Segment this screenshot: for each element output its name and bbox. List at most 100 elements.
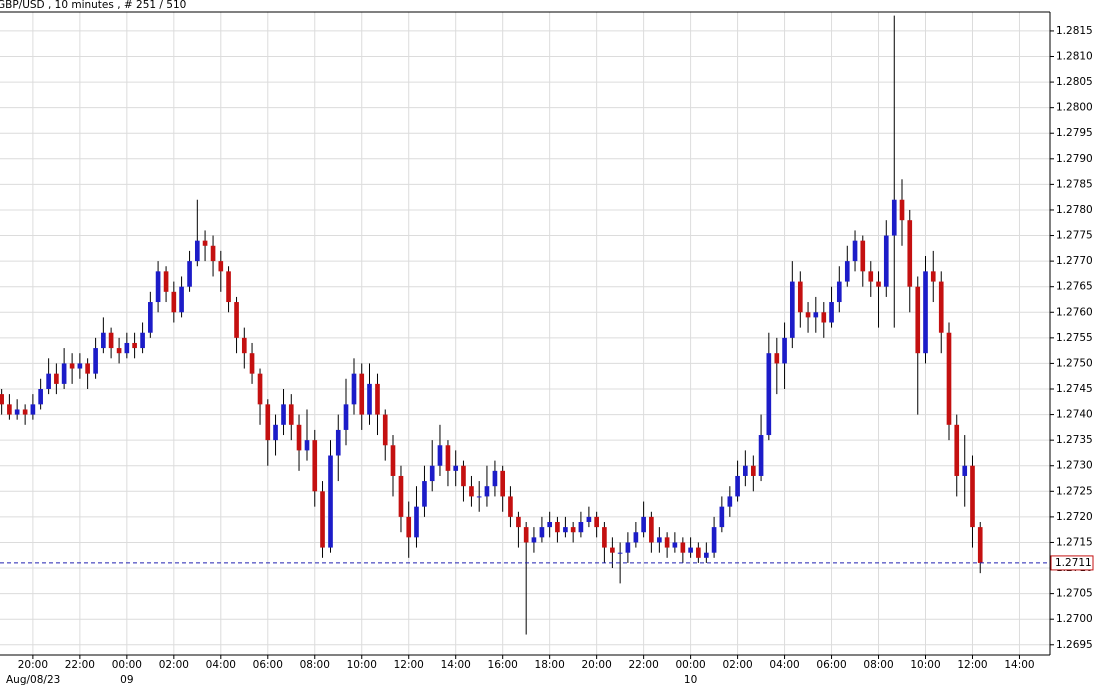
- last-price-box: [1050, 555, 1094, 571]
- x-tick-label: 10:00: [347, 659, 377, 671]
- candle-body: [382, 414, 388, 446]
- candle-body: [14, 409, 20, 415]
- candle-body: [414, 506, 419, 538]
- candle-body: [578, 522, 584, 533]
- candle-body: [500, 470, 506, 497]
- candle-body: [915, 286, 921, 354]
- x-tick-label: 00:00: [112, 659, 142, 671]
- candle-body: [774, 353, 780, 364]
- y-tick-label: 1.2795: [1056, 127, 1093, 139]
- x-tick-label: 04:00: [206, 659, 236, 671]
- candle-body: [54, 373, 59, 384]
- x-tick-label: 20:00: [18, 659, 48, 671]
- candle-body: [335, 429, 341, 456]
- candle-body: [844, 261, 850, 282]
- y-tick-label: 1.2775: [1056, 230, 1093, 242]
- y-tick-label: 1.2780: [1056, 204, 1093, 216]
- candle-body: [437, 445, 443, 466]
- date-label: 09: [120, 674, 133, 686]
- candle-body: [868, 271, 874, 282]
- candle-body: [148, 302, 153, 333]
- candle-body: [970, 465, 975, 528]
- candles: [0, 15, 983, 635]
- candle-body: [531, 537, 537, 543]
- candle-body: [829, 302, 834, 323]
- y-tick-label: 1.2730: [1056, 460, 1093, 472]
- candle-body: [977, 527, 983, 563]
- candle-body: [633, 532, 639, 543]
- candle-body: [77, 363, 83, 369]
- candle-body: [163, 271, 169, 292]
- candle-body: [304, 440, 310, 451]
- candle-body: [273, 424, 278, 441]
- x-tick-label: 04:00: [769, 659, 799, 671]
- y-tick-label: 1.2765: [1056, 281, 1093, 293]
- candle-body: [249, 353, 255, 374]
- candle-body: [171, 291, 177, 313]
- y-tick-label: 1.2705: [1056, 588, 1093, 600]
- candle-body: [320, 491, 325, 548]
- candle-body: [797, 281, 803, 313]
- candle-body: [563, 527, 568, 533]
- candle-body: [688, 547, 693, 553]
- candle-body: [93, 348, 98, 374]
- candle-body: [132, 342, 137, 349]
- candle-body: [539, 527, 545, 538]
- y-tick-label: 1.2745: [1056, 383, 1093, 395]
- candle-body: [680, 542, 686, 553]
- y-tick-label: 1.2740: [1056, 409, 1093, 421]
- candle-body: [938, 281, 944, 333]
- candle-body: [469, 486, 474, 497]
- candle-body: [124, 342, 130, 354]
- candle-body: [805, 312, 811, 318]
- candle-body: [140, 332, 145, 349]
- candle-body: [210, 245, 216, 262]
- candle-body: [476, 496, 482, 498]
- candle-body: [704, 552, 709, 558]
- candle-body: [758, 435, 764, 476]
- candle-body: [116, 348, 122, 354]
- candle-body: [445, 445, 451, 471]
- candle-body: [492, 470, 498, 487]
- x-tick-label: 06:00: [816, 659, 846, 671]
- candle-body: [891, 199, 897, 236]
- last-price-label: 1.2711: [1055, 557, 1092, 569]
- candle-body: [30, 404, 36, 415]
- candle-body: [954, 424, 960, 476]
- candle-body: [962, 465, 968, 476]
- x-tick-label: 10:00: [910, 659, 940, 671]
- x-tick-label: 08:00: [863, 659, 893, 671]
- candle-body: [641, 516, 646, 533]
- candle-body: [672, 542, 678, 548]
- candle-body: [46, 373, 51, 390]
- candle-body: [461, 465, 466, 487]
- candle-body: [218, 261, 224, 272]
- candle-body: [617, 552, 623, 554]
- candle-body: [711, 527, 717, 553]
- x-tick-label: 14:00: [441, 659, 471, 671]
- candle-body: [0, 394, 4, 405]
- candle-body: [719, 506, 725, 528]
- candle-body: [743, 465, 748, 476]
- candle-body: [649, 516, 654, 543]
- candle-body: [782, 337, 787, 364]
- x-tick-label: 22:00: [65, 659, 95, 671]
- candle-body: [234, 302, 239, 338]
- x-tick-label: 20:00: [582, 659, 612, 671]
- candle-body: [930, 271, 936, 282]
- candle-body: [484, 486, 490, 497]
- x-tick-label: 22:00: [628, 659, 658, 671]
- candle-body: [821, 312, 827, 323]
- candle-body: [61, 363, 67, 384]
- candle-body: [375, 383, 380, 415]
- candle-body: [288, 404, 294, 425]
- candle-body: [766, 353, 772, 436]
- candle-body: [281, 404, 286, 425]
- date-label: 10: [684, 674, 697, 686]
- y-tick-label: 1.2735: [1056, 434, 1093, 446]
- candle-body: [570, 527, 576, 533]
- grid: [0, 12, 1050, 655]
